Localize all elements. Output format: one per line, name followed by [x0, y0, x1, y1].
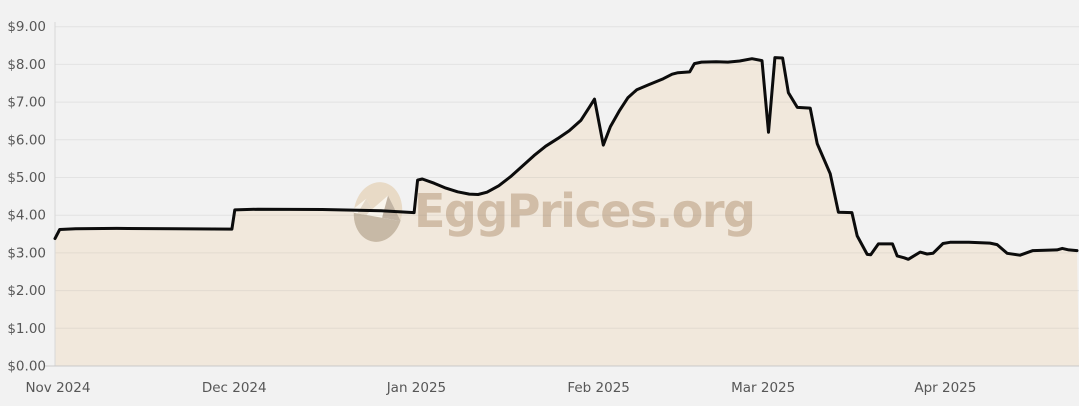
x-axis-labels: Nov 2024 Dec 2024 Jan 2025 Feb 2025 Mar 2025… [25, 380, 976, 396]
x-tick-label: Apr 2025 [914, 380, 976, 396]
x-tick-label: Mar 2025 [731, 380, 795, 396]
x-tick-label: Feb 2025 [567, 380, 630, 396]
x-tick-label: Dec 2024 [202, 380, 267, 396]
y-tick-label: $4.00 [7, 208, 46, 224]
y-tick-label: $8.00 [7, 57, 46, 73]
y-axis-labels: $9.00 $8.00 $7.00 $6.00 $5.00 $4.00 $3.00 $2.00… [7, 19, 46, 374]
y-tick-label: $0.00 [7, 359, 46, 375]
y-tick-label: $9.00 [7, 19, 46, 35]
y-tick-label: $3.00 [7, 245, 46, 261]
x-tick-label: Jan 2025 [386, 380, 446, 396]
y-tick-label: $6.00 [7, 132, 46, 148]
gridlines [55, 26, 1079, 329]
price-line [53, 56, 1079, 261]
watermark: EggPrices.org [349, 182, 756, 246]
x-tick-label: Nov 2024 [25, 380, 90, 396]
y-tick-label: $5.00 [7, 170, 46, 186]
price-area-fill [55, 57, 1079, 366]
y-tick-label: $2.00 [7, 283, 46, 299]
y-tick-label: $1.00 [7, 321, 46, 337]
y-tick-label: $7.00 [7, 95, 46, 111]
